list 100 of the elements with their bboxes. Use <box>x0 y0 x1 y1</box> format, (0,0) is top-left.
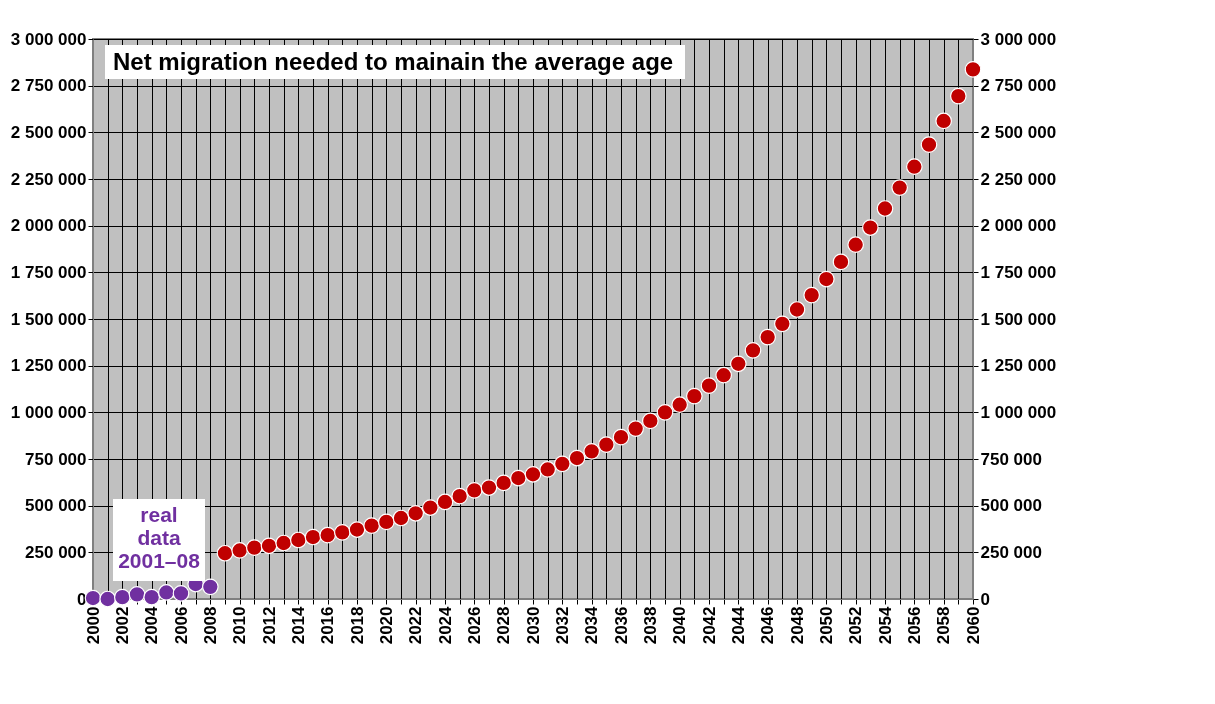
point <box>553 455 571 473</box>
point <box>128 586 146 603</box>
x-tick-label: 2002 <box>112 606 132 645</box>
x-tick-label: 2030 <box>523 606 543 645</box>
point <box>436 493 454 511</box>
y-tick-label: 2 750 000 <box>10 76 87 96</box>
point <box>480 479 498 496</box>
y-tick-label: 2 250 000 <box>10 169 87 189</box>
x-tick-label: 2008 <box>200 606 220 645</box>
y2-tick-label: 2 500 000 <box>980 122 1057 142</box>
point <box>949 87 967 105</box>
point <box>597 436 615 453</box>
point <box>99 590 117 608</box>
point <box>333 524 351 541</box>
point <box>685 387 703 405</box>
point <box>304 528 322 546</box>
point <box>759 328 777 346</box>
point <box>319 526 337 544</box>
point <box>157 584 175 601</box>
x-tick-label: 2040 <box>670 606 690 645</box>
point <box>201 578 219 596</box>
point <box>612 428 630 446</box>
point <box>172 585 190 602</box>
x-tick-label: 2044 <box>728 605 748 645</box>
x-tick-label: 2034 <box>582 605 602 645</box>
point <box>861 219 879 236</box>
point <box>788 301 806 318</box>
point <box>509 469 527 487</box>
point <box>539 461 557 478</box>
y-tick-label: 3 000 000 <box>10 29 87 49</box>
x-tick-label: 2006 <box>171 606 191 645</box>
point <box>143 588 161 606</box>
point <box>377 513 395 531</box>
y2-tick-label: 1 000 000 <box>980 402 1057 422</box>
point <box>451 487 469 505</box>
point <box>641 412 659 430</box>
point <box>920 136 938 153</box>
x-tick-label: 2042 <box>699 606 719 645</box>
point <box>729 355 747 373</box>
point <box>715 366 733 384</box>
point <box>773 315 791 333</box>
x-tick-label: 2000 <box>83 606 103 645</box>
point <box>876 200 894 217</box>
point <box>260 537 278 555</box>
y-tick-label: 2 500 000 <box>10 122 87 142</box>
x-tick-label: 2056 <box>904 606 924 645</box>
point <box>803 286 821 304</box>
point <box>627 420 645 437</box>
x-tick-label: 2048 <box>787 606 807 645</box>
y-tick-label: 2 000 000 <box>10 216 87 236</box>
x-tick-label: 2018 <box>347 606 367 645</box>
point <box>832 253 850 271</box>
y2-tick-label: 3 000 000 <box>980 29 1057 49</box>
y-tick-label: 1 000 000 <box>10 402 87 422</box>
x-tick-label: 2022 <box>406 606 426 645</box>
x-tick-label: 2054 <box>875 605 895 645</box>
y2-tick-label: 2 000 000 <box>980 216 1057 236</box>
y-tick-label: 500 000 <box>25 496 87 516</box>
y-tick-label: 1 500 000 <box>10 309 87 329</box>
point <box>289 531 307 549</box>
point <box>407 504 425 522</box>
point <box>421 499 439 516</box>
x-tick-label: 2012 <box>259 606 279 645</box>
y-tick-label: 1 250 000 <box>10 356 87 376</box>
y2-tick-label: 1 500 000 <box>980 309 1057 329</box>
y2-tick-label: 2 250 000 <box>980 169 1057 189</box>
x-tick-label: 2016 <box>318 606 338 645</box>
x-tick-label: 2026 <box>464 606 484 645</box>
point <box>671 396 689 414</box>
y2-tick-label: 1 750 000 <box>980 262 1057 282</box>
point <box>964 61 982 78</box>
x-tick-label: 2020 <box>376 606 396 645</box>
point <box>465 482 483 499</box>
point <box>495 474 513 492</box>
x-tick-label: 2032 <box>552 606 572 645</box>
point <box>392 509 410 527</box>
point <box>700 377 718 394</box>
x-tick-label: 2024 <box>435 605 455 645</box>
point <box>891 179 909 196</box>
x-tick-label: 2004 <box>142 605 162 645</box>
point <box>216 544 234 562</box>
point <box>568 449 586 467</box>
x-tick-label: 2014 <box>288 605 308 645</box>
point <box>275 534 293 552</box>
point <box>363 517 381 534</box>
y-tick-label: 750 000 <box>25 449 87 469</box>
point <box>245 539 263 556</box>
point <box>817 270 835 288</box>
y2-tick-label: 250 000 <box>980 542 1042 562</box>
x-tick-label: 2038 <box>640 606 660 645</box>
x-tick-label: 2036 <box>611 606 631 645</box>
point <box>348 521 366 538</box>
annotation: real data 2001–08 <box>118 503 201 572</box>
point <box>84 589 102 607</box>
y-tick-label: 250 000 <box>25 542 87 562</box>
point <box>847 236 865 254</box>
y2-tick-label: 2 750 000 <box>980 76 1057 96</box>
point <box>744 342 762 359</box>
y-tick-label: 1 750 000 <box>10 262 87 282</box>
y2-tick-label: 1 250 000 <box>980 356 1057 376</box>
